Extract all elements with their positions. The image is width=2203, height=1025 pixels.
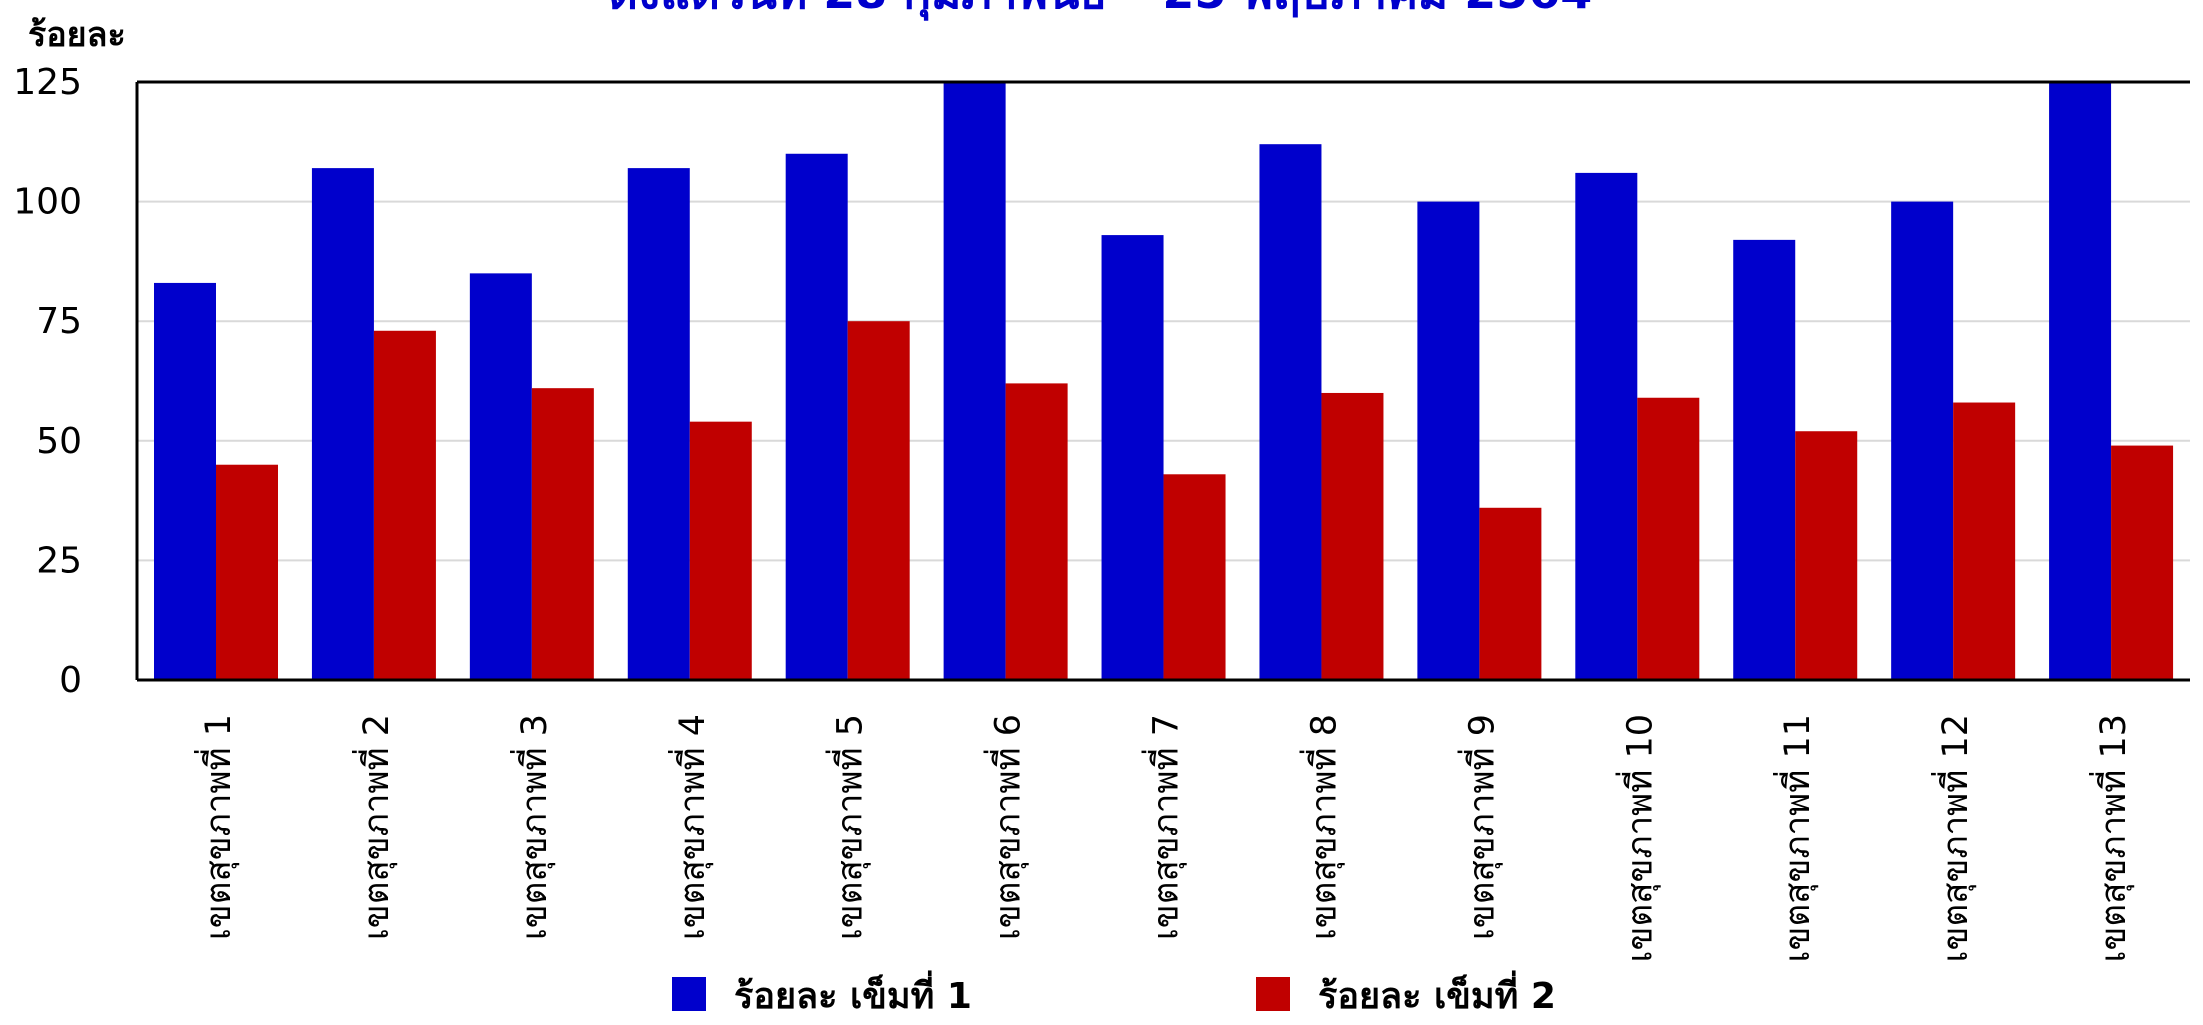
bar-series-2-11 [1795, 431, 1858, 680]
y-tick-labels: 0 25 50 75 100 125 [13, 62, 82, 701]
bar-series-1-12 [1891, 201, 1954, 680]
y-axis-title: ร้อยละ [28, 15, 126, 55]
y-tick-label: 50 [36, 421, 82, 462]
x-tick-label: เขตสุขภาพที่ 11 [1773, 714, 1818, 962]
x-tick-label: เขตสุขภาพที่ 5 [826, 714, 871, 940]
bar-series-2-13 [2111, 445, 2174, 680]
bar-series-1-4 [627, 168, 690, 680]
x-tick-label: เขตสุขภาพที่ 8 [1299, 714, 1344, 940]
bar-series-2-3 [531, 388, 594, 680]
bar-series-2-12 [1953, 402, 2016, 680]
legend-label-2: ร้อยละ เข็มที่ 2 [1318, 970, 1556, 1017]
y-tick-label: 25 [36, 540, 82, 581]
x-tick-label: เขตสุขภาพที่ 12 [1931, 714, 1976, 962]
legend-swatch-2 [1256, 977, 1290, 1011]
bar-series-1-13 [2049, 82, 2112, 680]
x-tick-label: เขตสุขภาพที่ 10 [1615, 714, 1660, 962]
legend: ร้อยละ เข็มที่ 1 ร้อยละ เข็มที่ 2 [672, 970, 1556, 1017]
x-tick-labels: เขตสุขภาพที่ 1 เขตสุขภาพที่ 2 เขตสุขภาพที่… [194, 714, 2134, 962]
bar-series-1-9 [1417, 201, 1480, 680]
bar-series-1-11 [1733, 239, 1796, 680]
bar-series-2-8 [1321, 392, 1384, 680]
chart-title: ตั้งแต่วันที่ 28 กุมภาพันธ์ – 25 พฤษภาคม… [608, 0, 1593, 21]
bar-series-2-1 [216, 464, 278, 680]
x-tick-label: เขตสุขภาพที่ 3 [510, 714, 555, 940]
legend-label-1: ร้อยละ เข็มที่ 1 [734, 970, 972, 1017]
x-tick-label: เขตสุขภาพที่ 1 [194, 714, 239, 940]
bar-series-1-10 [1575, 172, 1638, 680]
bar-series-1-3 [469, 273, 532, 680]
bar-series-1-7 [1101, 235, 1164, 680]
bar-series-2-9 [1479, 507, 1542, 680]
bar-series-2-6 [1005, 383, 1068, 680]
y-tick-label: 75 [36, 301, 82, 342]
bar-series-2-7 [1163, 474, 1226, 680]
bar-series-1-5 [785, 153, 848, 680]
y-tick-label: 125 [13, 62, 82, 103]
bar-series-1-2 [311, 168, 374, 680]
legend-swatch-1 [672, 977, 706, 1011]
bar-series-2-10 [1637, 397, 1700, 680]
x-tick-label: เขตสุขภาพที่ 7 [1142, 714, 1187, 940]
bar-series-2-5 [847, 321, 910, 680]
bar-series-2-2 [373, 330, 436, 680]
y-tick-label: 0 [59, 660, 82, 701]
bar-series-1-8 [1259, 144, 1322, 680]
x-tick-label: เขตสุขภาพที่ 4 [668, 714, 713, 940]
bar-series-1-6 [943, 82, 1006, 680]
x-tick-label: เขตสุขภาพที่ 6 [984, 714, 1029, 940]
bars [154, 82, 2174, 680]
bar-series-1-1 [154, 282, 216, 680]
x-tick-label: เขตสุขภาพที่ 13 [2089, 714, 2134, 962]
axes [135, 80, 2190, 682]
x-tick-label: เขตสุขภาพที่ 9 [1457, 714, 1502, 940]
bar-series-2-4 [689, 421, 752, 680]
y-tick-label: 100 [13, 182, 82, 223]
x-tick-label: เขตสุขภาพที่ 2 [352, 714, 397, 940]
